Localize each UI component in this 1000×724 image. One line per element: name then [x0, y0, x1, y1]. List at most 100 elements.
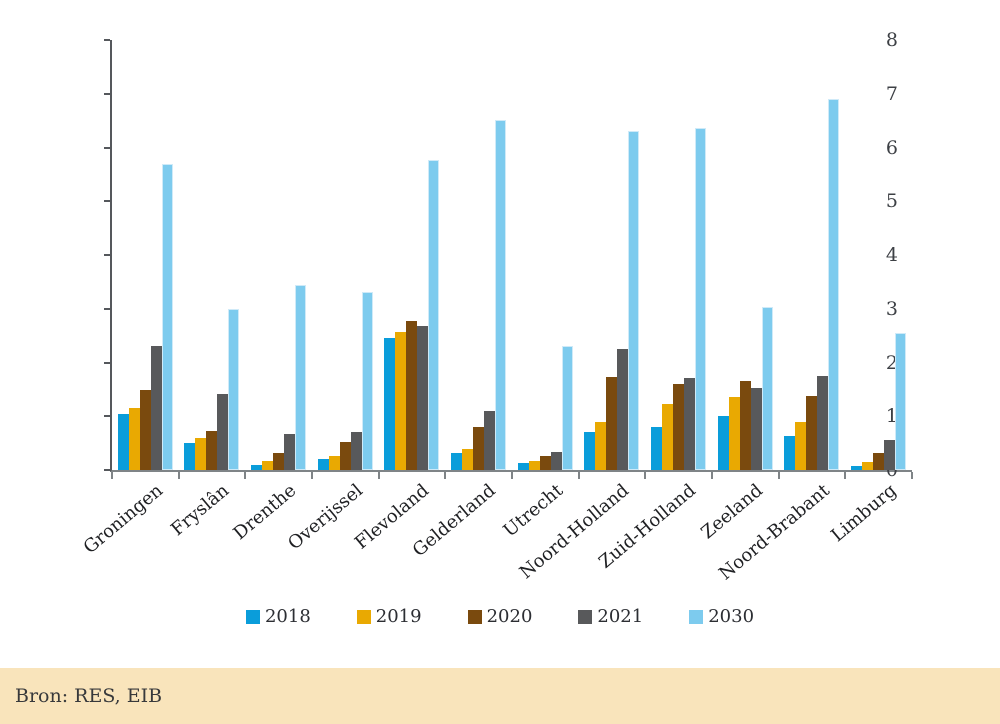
bar-group-limburg	[845, 40, 912, 470]
legend-swatch-2030	[689, 609, 704, 624]
bar-group-groningen	[112, 40, 179, 470]
x-axis-label: Groningen	[79, 480, 167, 559]
bar-2019-groningen	[128, 408, 140, 470]
y-axis-tick-label: 1	[885, 405, 898, 428]
bar-2030-groningen	[161, 163, 173, 470]
legend-swatch-2020	[467, 609, 482, 624]
legend-label-2020: 2020	[486, 606, 533, 627]
bar-2020-limburg	[873, 452, 885, 470]
bar-2030-overijssel	[361, 291, 373, 470]
y-axis-tick	[104, 361, 110, 364]
legend-swatch-2018	[245, 609, 260, 624]
bar-2018-limburg	[851, 465, 863, 470]
bar-2020-zuid-holland	[673, 384, 685, 470]
bar-group-flevoland	[379, 40, 446, 470]
bar-2030-zuid-holland	[695, 128, 707, 470]
bar-2021-utrecht	[550, 452, 562, 470]
x-axis-tick	[444, 472, 447, 479]
bar-2021-frysln	[217, 393, 229, 470]
bar-group-frysln	[179, 40, 246, 470]
bar-2018-noord-brabant	[784, 436, 796, 470]
legend-item-2021: 2021	[578, 606, 643, 627]
bar-2020-utrecht	[539, 455, 551, 470]
bar-2020-noord-holland	[606, 377, 618, 470]
x-axis-tick	[377, 472, 380, 479]
x-axis-tick	[111, 472, 113, 479]
legend-label-2021: 2021	[597, 606, 644, 627]
bar-group-zuid-holland	[645, 40, 712, 470]
x-axis-tick	[177, 472, 180, 479]
bar-2018-flevoland	[384, 338, 396, 470]
bar-2018-drenthe	[251, 464, 263, 470]
bar-2018-gelderland	[451, 452, 463, 470]
bar-group-overijssel	[312, 40, 379, 470]
bar-2020-groningen	[139, 390, 151, 470]
x-axis-tick	[511, 472, 513, 479]
x-axis-tick	[311, 472, 313, 479]
bar-2021-limburg	[884, 439, 896, 470]
bar-2021-groningen	[150, 346, 162, 470]
y-axis-tick	[104, 415, 110, 418]
bar-2021-zuid-holland	[684, 377, 696, 470]
bar-group-noord-brabant	[779, 40, 846, 470]
x-axis-tick	[911, 472, 913, 479]
y-axis-tick-label: 5	[885, 190, 898, 213]
bar-2030-zeeland	[761, 307, 773, 470]
bar-2018-noord-holland	[584, 432, 596, 470]
x-axis-tick	[777, 472, 780, 479]
bar-2030-utrecht	[561, 346, 573, 470]
bar-2030-noord-holland	[628, 131, 640, 470]
bar-2019-limburg	[862, 462, 874, 470]
bar-2019-utrecht	[528, 460, 540, 470]
bar-2019-flevoland	[395, 331, 407, 470]
bar-2019-frysln	[195, 437, 207, 470]
bar-2020-noord-brabant	[806, 395, 818, 470]
legend-label-2018: 2018	[264, 606, 311, 627]
y-axis-tick-label: 7	[885, 82, 898, 105]
x-axis-tick	[844, 472, 847, 479]
bar-group-noord-holland	[579, 40, 646, 470]
bar-2020-drenthe	[273, 452, 285, 470]
bar-2021-gelderland	[484, 410, 496, 470]
legend-swatch-2021	[578, 609, 593, 624]
bar-2019-drenthe	[262, 461, 274, 470]
bar-2018-frysln	[184, 443, 196, 470]
y-axis-tick-label: 6	[885, 136, 898, 159]
legend-item-2030: 2030	[689, 606, 754, 627]
legend-item-2018: 2018	[245, 606, 311, 627]
legend: 2018 2019 2020 2021 2030	[0, 606, 1000, 627]
y-axis-tick	[104, 39, 110, 41]
y-axis-tick-label: 4	[885, 244, 898, 266]
bar-2021-noord-brabant	[817, 375, 829, 470]
y-axis-tick	[104, 469, 110, 471]
bar-2021-noord-holland	[617, 349, 629, 470]
bar-group-zeeland	[712, 40, 779, 470]
x-axis-tick	[577, 472, 580, 479]
bar-2020-overijssel	[339, 441, 351, 470]
bar-2018-zeeland	[717, 416, 729, 470]
bar-2030-flevoland	[428, 159, 440, 470]
source-text: Bron: RES, EIB	[15, 685, 163, 707]
x-axis-label: Fryslân	[167, 480, 234, 541]
bar-2020-frysln	[206, 431, 218, 470]
y-axis-tick	[104, 92, 110, 95]
y-axis-tick	[104, 200, 110, 203]
bar-2030-noord-brabant	[828, 99, 840, 470]
bar-group-drenthe	[245, 40, 312, 470]
y-axis-tick	[104, 307, 110, 310]
legend-label-2030: 2030	[708, 606, 755, 627]
bar-group-gelderland	[445, 40, 512, 470]
bar-2018-groningen	[117, 413, 129, 470]
bar-2030-drenthe	[295, 284, 307, 470]
legend-label-2019: 2019	[375, 606, 422, 627]
x-axis-label: Limburg	[826, 480, 901, 547]
plot-area: 0 1 2 3 4 5 6 7 8 Groningen Fryslân Drenthe Overijss…	[79, 30, 913, 584]
bar-2020-zeeland	[739, 381, 751, 470]
bar-2019-zeeland	[728, 397, 740, 470]
legend-item-2020: 2020	[467, 606, 533, 627]
bar-2019-zuid-holland	[662, 403, 674, 470]
y-axis-tick-label: 2	[885, 351, 898, 374]
bar-2021-zeeland	[750, 387, 762, 470]
bar-2018-zuid-holland	[651, 427, 663, 470]
bar-2030-frysln	[228, 308, 240, 470]
